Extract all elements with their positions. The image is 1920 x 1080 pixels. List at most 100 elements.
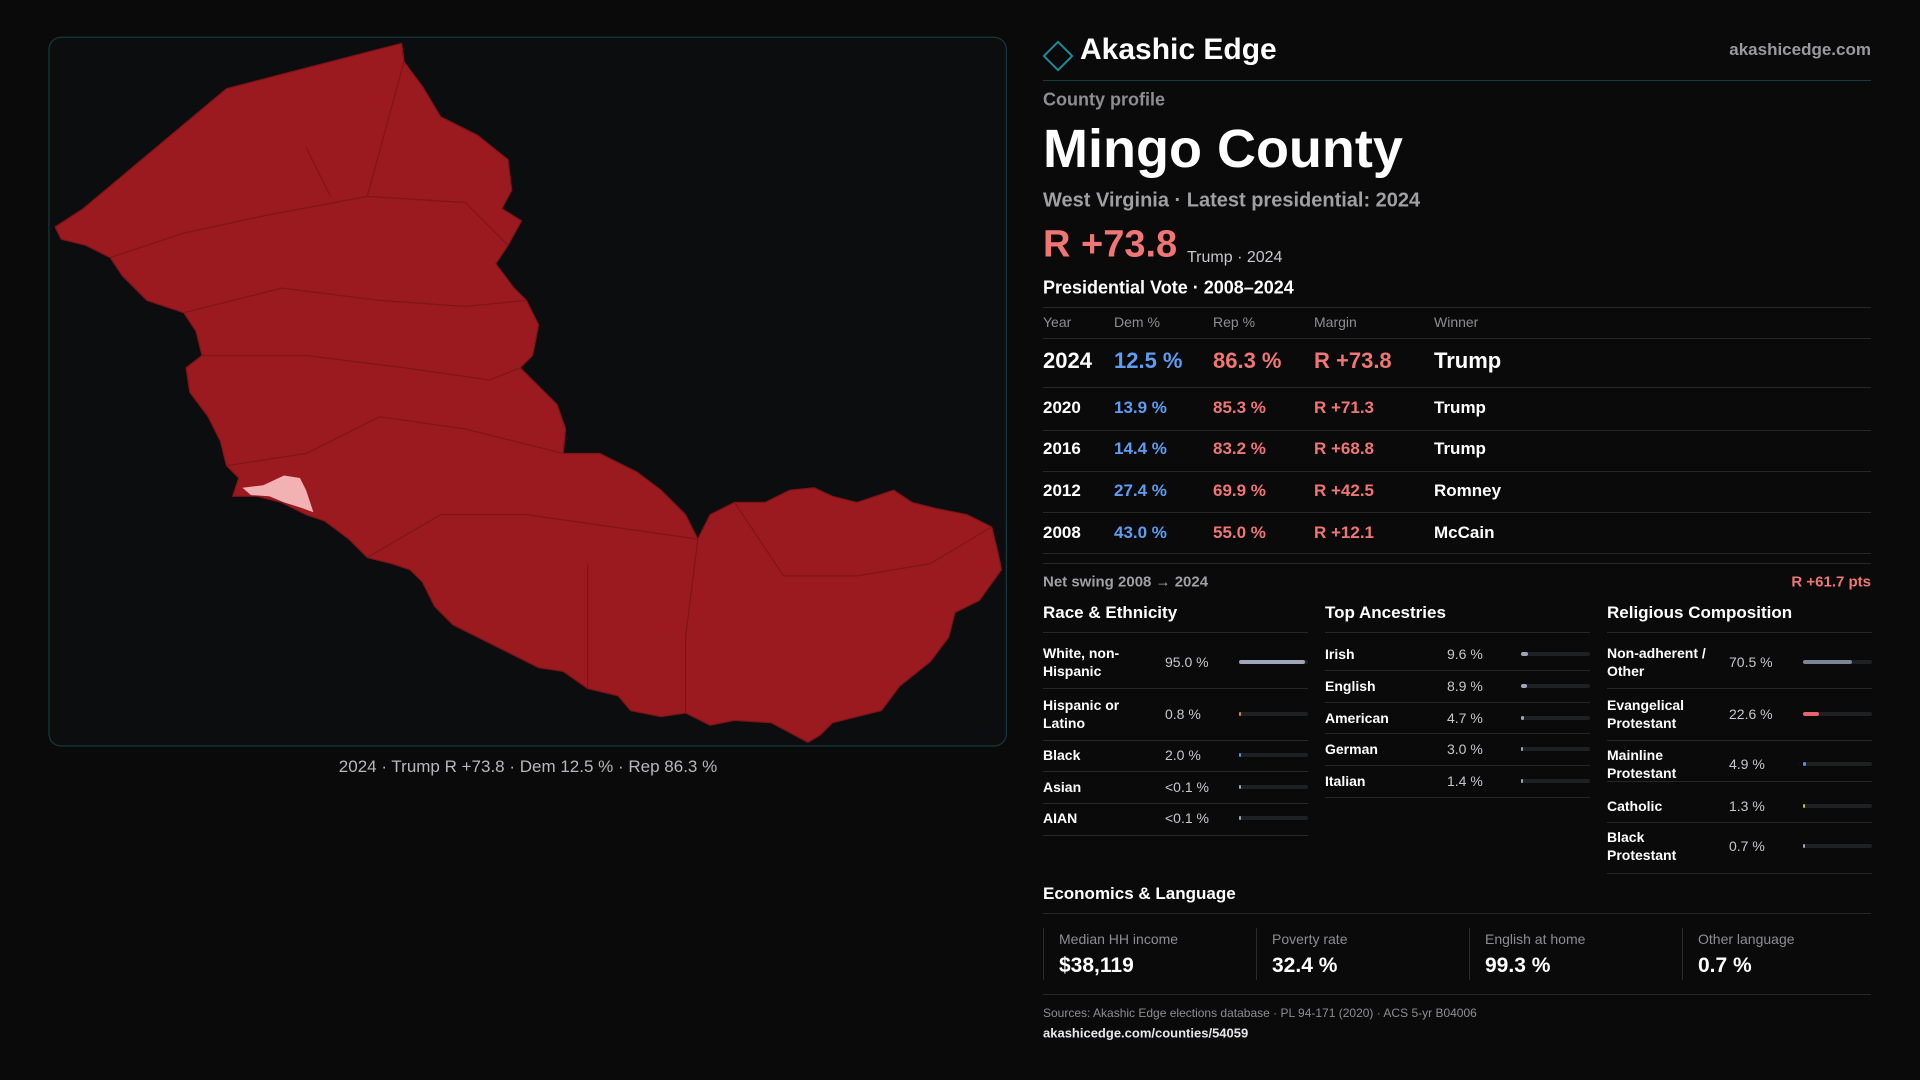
stat-label: Other language	[1698, 931, 1795, 947]
divider	[1325, 765, 1590, 766]
demo-label: Black Protestant	[1607, 829, 1677, 863]
map-caption: 2024 · Trump R +73.8 · Dem 12.5 % · Rep …	[338, 757, 718, 776]
divider	[1043, 994, 1871, 995]
divider	[1043, 740, 1308, 741]
stat-value: 32.4 %	[1272, 954, 1338, 977]
swing-label: Net swing 2008 → 2024	[1043, 573, 1209, 591]
demo-value: 9.6 %	[1447, 646, 1483, 662]
demo-value: <0.1 %	[1165, 779, 1209, 795]
bar-track	[1239, 712, 1308, 716]
divider	[1607, 632, 1872, 633]
bar	[1803, 844, 1805, 848]
table-cell: 2024	[1043, 348, 1092, 373]
demo-value: 0.7 %	[1729, 838, 1765, 854]
demo-value: <0.1 %	[1165, 810, 1209, 826]
demo-value: 1.4 %	[1447, 773, 1483, 789]
table-cell: 55.0 %	[1213, 523, 1266, 542]
bar-track	[1239, 816, 1308, 820]
cell-border	[1682, 928, 1683, 980]
site-link: akashicedge.com	[1729, 40, 1871, 59]
demo-label: Black	[1043, 747, 1081, 763]
demo-value: 4.9 %	[1729, 756, 1765, 772]
table-cell: 13.9 %	[1114, 398, 1167, 417]
bar-track	[1803, 660, 1872, 664]
demo-label: Non-adherent / Other	[1607, 645, 1706, 679]
divider	[1607, 781, 1872, 782]
table-cell: 12.5 %	[1114, 348, 1183, 373]
divider	[1043, 512, 1871, 513]
stat-value: 99.3 %	[1485, 954, 1551, 977]
stat-value: 0.7 %	[1698, 954, 1752, 977]
divider	[1043, 553, 1871, 554]
column-header: Year	[1043, 314, 1072, 330]
bar	[1239, 660, 1305, 664]
source-url: akashicedge.com/counties/54059	[1043, 1025, 1249, 1041]
table-cell: McCain	[1434, 523, 1495, 542]
table-cell: 2012	[1043, 481, 1081, 500]
stat-label: Poverty rate	[1272, 931, 1348, 947]
section-title: Race & Ethnicity	[1043, 603, 1178, 622]
divider	[1607, 740, 1872, 741]
demo-label: Asian	[1043, 779, 1082, 795]
sources: Sources: Akashic Edge elections database…	[1043, 1006, 1477, 1020]
divider	[1325, 797, 1590, 798]
demo-value: 22.6 %	[1729, 706, 1773, 722]
bar-track	[1803, 844, 1872, 848]
bar	[1239, 816, 1241, 820]
divider	[1043, 632, 1308, 633]
stat-label: English at home	[1485, 931, 1586, 947]
bar-track	[1803, 712, 1872, 716]
divider	[1043, 688, 1308, 689]
divider	[1043, 913, 1871, 914]
bar	[1239, 753, 1241, 757]
section-title: Economics & Language	[1043, 884, 1236, 903]
table-cell: 2016	[1043, 439, 1081, 458]
cell-border	[1469, 928, 1470, 980]
table-cell: 2020	[1043, 398, 1081, 417]
bar	[1521, 716, 1525, 720]
bar	[1239, 712, 1241, 716]
divider	[1043, 771, 1308, 772]
bar-track	[1521, 747, 1590, 751]
divider	[1043, 338, 1871, 339]
column-header: Margin	[1314, 314, 1357, 330]
column-header: Dem %	[1114, 314, 1160, 330]
demo-label: German	[1325, 741, 1378, 757]
section-title: Top Ancestries	[1325, 603, 1446, 622]
stat-label: Median HH income	[1059, 931, 1179, 947]
bar	[1521, 747, 1524, 751]
demo-value: 4.7 %	[1447, 710, 1483, 726]
divider	[1607, 688, 1872, 689]
bar-track	[1521, 779, 1590, 783]
table-cell: 83.2 %	[1213, 439, 1266, 458]
bar	[1803, 660, 1852, 664]
bar	[1239, 785, 1241, 789]
stat-value: $38,119	[1059, 954, 1134, 977]
column-header: Winner	[1434, 314, 1479, 330]
divider	[1043, 471, 1871, 472]
demo-label: Italian	[1325, 773, 1366, 789]
highlight-area	[242, 475, 314, 513]
demo-label: English	[1325, 678, 1376, 694]
table-cell: 69.9 %	[1213, 481, 1266, 500]
cell-border	[1256, 928, 1257, 980]
demo-value: 2.0 %	[1165, 747, 1201, 763]
demo-label: AIAN	[1043, 810, 1078, 826]
swing-value: R +61.7 pts	[1791, 573, 1871, 591]
bar	[1521, 652, 1528, 656]
bar-track	[1521, 684, 1590, 688]
demo-value: 95.0 %	[1165, 654, 1209, 670]
divider	[1043, 307, 1871, 308]
divider	[1325, 733, 1590, 734]
demo-label: Evangelical Protestant	[1607, 697, 1685, 731]
subdivision-lines	[109, 61, 992, 713]
brand: Akashic Edge	[1080, 33, 1277, 66]
divider	[1607, 873, 1872, 874]
bar	[1521, 684, 1528, 688]
table-cell: 27.4 %	[1114, 481, 1167, 500]
table-cell: 43.0 %	[1114, 523, 1167, 542]
headline-margin: R +73.8	[1043, 223, 1178, 266]
table-cell: 14.4 %	[1114, 439, 1167, 458]
divider	[1043, 80, 1871, 81]
demo-label: White, non-Hispanic	[1043, 645, 1120, 679]
